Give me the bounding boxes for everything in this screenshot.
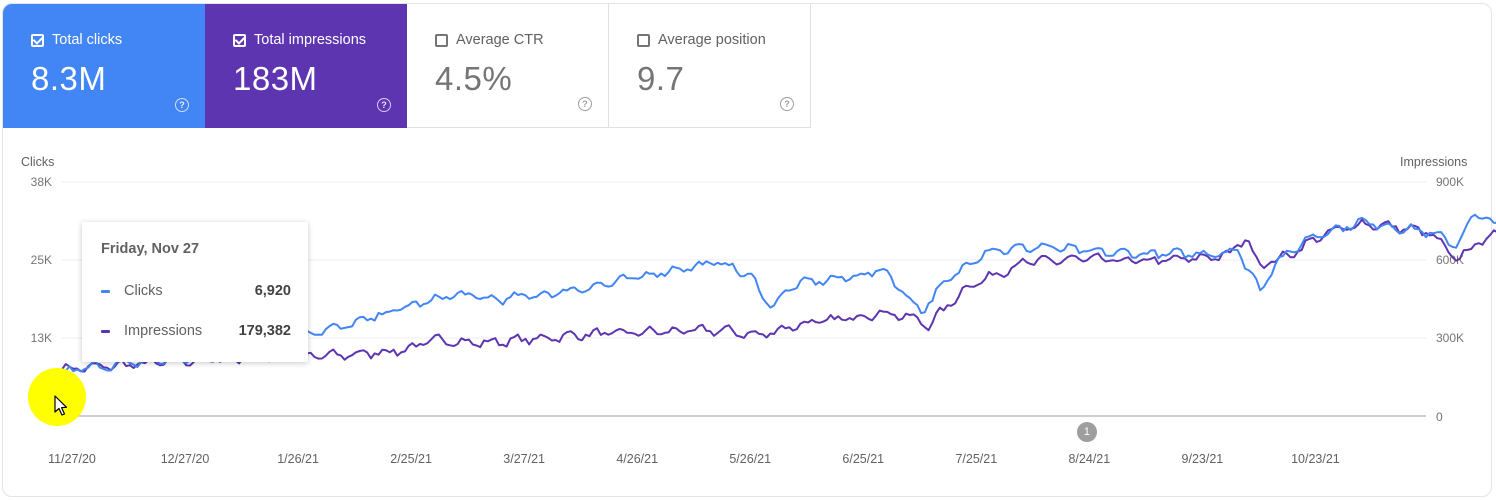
tooltip-series-value: 6,920 <box>254 283 291 299</box>
right-tick-label: 600K <box>1436 253 1465 267</box>
metric-value: 8.3M <box>31 60 107 97</box>
clicks-swatch <box>101 289 110 293</box>
metric-card-total-clicks[interactable]: Total clicks 8.3M ? <box>3 4 205 128</box>
annotation-marker[interactable]: 1 <box>1076 422 1097 442</box>
x-tick-label: 2/25/21 <box>390 452 432 466</box>
performance-panel: Total clicks 8.3M ? Total impressions 18… <box>2 3 1492 497</box>
x-tick-label: 12/27/20 <box>160 452 210 466</box>
chart-tooltip: Friday, Nov 27 Clicks 6,920 Impressions … <box>82 222 308 362</box>
checkbox-unchecked-icon[interactable] <box>637 33 650 47</box>
metric-card-average-ctr[interactable]: Average CTR 4.5% ? <box>407 4 609 128</box>
metric-label-text: Total clicks <box>52 32 123 48</box>
x-tick-label: 6/25/21 <box>842 452 885 466</box>
x-tick-label: 1/26/21 <box>277 452 319 466</box>
metric-card-average-position[interactable]: Average position 9.7 ? <box>609 4 811 128</box>
right-tick-label: 300K <box>1436 331 1465 345</box>
tooltip-row-clicks: Clicks 6,920 <box>101 283 291 299</box>
x-tick-label: 8/24/21 <box>1068 452 1111 466</box>
x-tick-label: 11/27/20 <box>48 452 96 466</box>
metric-label-text: Average CTR <box>456 32 544 48</box>
metric-cards: Total clicks 8.3M ? Total impressions 18… <box>3 4 811 128</box>
tooltip-series-value: 179,382 <box>238 323 291 339</box>
x-tick-label: 5/26/21 <box>729 452 772 466</box>
left-axis-title: Clicks <box>21 155 55 169</box>
x-tick-label: 9/23/21 <box>1181 452 1224 466</box>
tooltip-date: Friday, Nov 27 <box>101 241 200 257</box>
x-tick-label: 7/25/21 <box>955 452 998 466</box>
x-tick-label: 4/26/21 <box>616 452 659 466</box>
right-axis-title: Impressions <box>1400 155 1468 169</box>
tooltip-row-impressions: Impressions 179,382 <box>101 323 291 339</box>
metric-card-label: Average CTR <box>435 31 608 49</box>
checkbox-checked-icon[interactable] <box>233 33 246 47</box>
impressions-swatch <box>101 329 110 333</box>
tooltip-series-name: Impressions <box>124 323 203 340</box>
metric-value: 4.5% <box>435 60 513 97</box>
right-tick-label: 900K <box>1436 175 1465 189</box>
right-tick-label: 0 <box>1436 410 1443 424</box>
help-icon[interactable]: ? <box>578 97 592 111</box>
metric-label-text: Average position <box>658 32 766 48</box>
left-tick-label: 13K <box>30 331 52 345</box>
series-line-clicks[interactable] <box>61 213 1496 375</box>
metric-card-label: Total impressions <box>233 31 407 49</box>
left-tick-label: 38K <box>30 175 52 189</box>
help-icon[interactable]: ? <box>377 98 391 112</box>
cursor-highlight <box>28 368 86 426</box>
checkbox-unchecked-icon[interactable] <box>435 33 448 47</box>
metric-card-total-impressions[interactable]: Total impressions 183M ? <box>205 4 407 128</box>
x-tick-label: 10/23/21 <box>1291 452 1340 466</box>
x-tick-label: 3/27/21 <box>503 452 545 466</box>
metric-card-label: Average position <box>637 31 810 49</box>
help-icon[interactable]: ? <box>780 97 794 111</box>
metric-card-label: Total clicks <box>31 31 205 49</box>
metric-value: 183M <box>233 60 318 97</box>
left-tick-label: 25K <box>30 253 52 267</box>
metric-label-text: Total impressions <box>254 32 367 48</box>
checkbox-checked-icon[interactable] <box>31 33 44 47</box>
pointer-arrow-icon <box>54 395 68 416</box>
metric-value: 9.7 <box>637 60 685 97</box>
tooltip-series-name: Clicks <box>124 283 163 300</box>
series-line-impressions[interactable] <box>61 212 1496 373</box>
help-icon[interactable]: ? <box>175 98 189 112</box>
